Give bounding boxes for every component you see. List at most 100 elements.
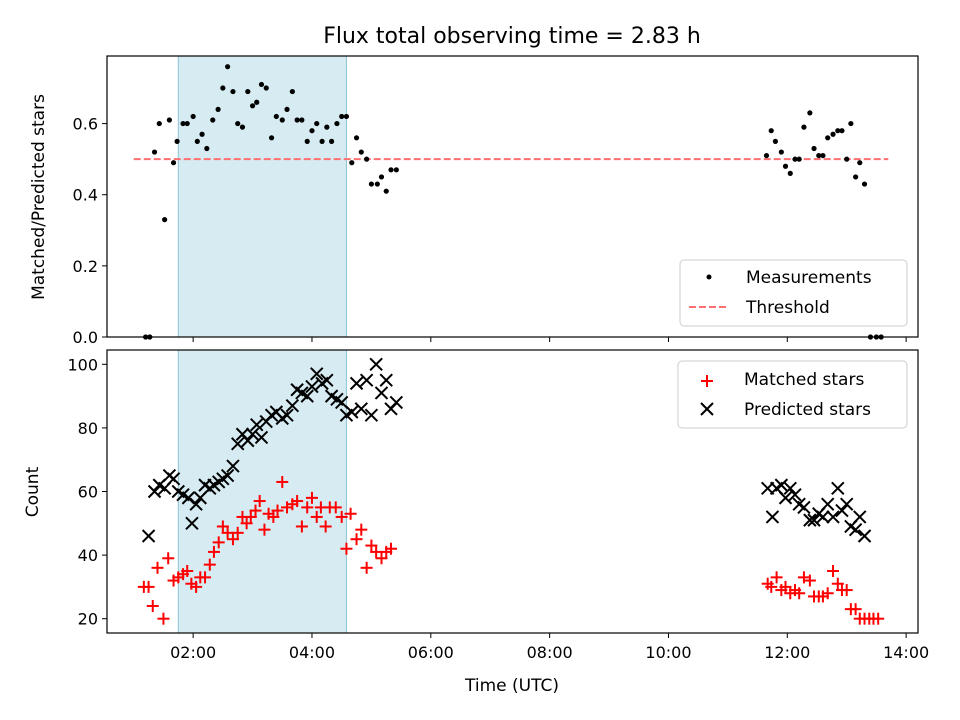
measurement-point xyxy=(258,81,265,88)
matched-point xyxy=(827,564,840,577)
measurement-point xyxy=(245,88,251,95)
predicted-point-b xyxy=(389,395,404,410)
predicted-point-b xyxy=(826,510,840,524)
matched-point xyxy=(360,561,373,574)
predicted-point-b xyxy=(831,481,845,496)
predicted-point-b xyxy=(171,484,186,499)
bottom-y-tick-label: 40 xyxy=(78,546,98,565)
measurement-point xyxy=(393,167,399,173)
measurement-point xyxy=(848,120,854,127)
predicted-point-b xyxy=(853,510,867,524)
matched-point xyxy=(190,580,203,593)
measurement-point xyxy=(263,85,269,91)
measurement-point xyxy=(364,156,370,162)
predicted-point xyxy=(285,398,300,413)
top-plot-frame xyxy=(106,55,919,338)
matched-point xyxy=(142,580,155,593)
legend-predicted-marker xyxy=(700,402,714,416)
bottom-y-tick-label: 20 xyxy=(78,610,98,629)
bottom-x-tick-label: 06:00 xyxy=(408,643,454,662)
bottom-y-tick-label: 100 xyxy=(67,355,98,374)
measurement-point xyxy=(816,152,822,159)
predicted-point xyxy=(300,389,314,403)
predicted-point-b xyxy=(300,389,314,403)
measurement-point xyxy=(235,120,241,127)
matched-point xyxy=(231,526,244,539)
top-legend-box xyxy=(679,259,908,327)
measurement-point xyxy=(204,145,210,152)
predicted-point-b xyxy=(783,481,797,496)
predicted-point xyxy=(839,497,854,511)
measurement-point xyxy=(820,152,826,159)
predicted-point xyxy=(797,500,811,515)
predicted-point xyxy=(783,481,797,496)
measurement-point xyxy=(249,103,256,109)
chart-title: Flux total observing time = 2.83 h xyxy=(323,24,701,49)
predicted-point xyxy=(364,408,379,422)
matched-point xyxy=(821,587,834,600)
bottom-legend-box xyxy=(677,360,908,429)
predicted-point-b xyxy=(254,430,269,445)
measurement-point xyxy=(374,181,380,187)
top-legend: Measurements Threshold xyxy=(679,259,908,327)
bottom-highlight-layer xyxy=(177,349,347,634)
measurement-point xyxy=(215,106,221,112)
predicted-point-b xyxy=(778,491,793,505)
measurement-point xyxy=(324,124,330,130)
measurement-point xyxy=(220,85,226,91)
measurement-point xyxy=(162,217,168,223)
matched-point xyxy=(770,571,783,584)
measurement-point xyxy=(787,170,793,176)
predicted-point-b xyxy=(185,516,199,531)
predicted-point xyxy=(389,395,404,410)
predicted-point-b xyxy=(334,395,349,410)
legend-predicted-label: Predicted stars xyxy=(744,400,871,420)
predicted-point-b xyxy=(181,491,196,505)
predicted-point xyxy=(305,379,319,394)
measurement-point xyxy=(861,181,868,187)
predicted-point-b xyxy=(765,510,780,524)
measurement-point xyxy=(763,152,770,159)
matched-point xyxy=(271,504,284,517)
predicted-point-b xyxy=(835,503,849,518)
predicted-point xyxy=(774,478,789,492)
predicted-point xyxy=(250,418,264,432)
top-y-tick-label: 0.2 xyxy=(73,257,98,276)
measurement-point xyxy=(825,135,831,141)
predicted-point-b xyxy=(354,402,368,416)
measurement-point xyxy=(782,163,789,169)
predicted-point xyxy=(826,510,840,524)
matched-point xyxy=(162,552,175,565)
legend-measurements-label: Measurements xyxy=(746,268,872,288)
predicted-point-b xyxy=(379,373,393,387)
measurement-point xyxy=(230,88,236,95)
predicted-point xyxy=(857,529,872,543)
predicted-point-b xyxy=(176,487,190,502)
predicted-point xyxy=(245,427,260,441)
predicted-point-b xyxy=(241,433,255,448)
measurement-point xyxy=(279,117,285,123)
matched-point xyxy=(340,542,353,555)
predicted-point-b xyxy=(324,389,339,403)
predicted-point-b xyxy=(147,484,162,499)
measurement-point xyxy=(309,128,315,134)
measurement-point xyxy=(180,120,186,127)
measurement-point xyxy=(853,174,859,180)
predicted-point xyxy=(807,513,821,527)
predicted-point xyxy=(189,497,203,511)
predicted-point xyxy=(835,503,849,518)
measurement-point xyxy=(339,113,345,120)
predicted-point xyxy=(765,510,780,524)
predicted-point xyxy=(349,376,364,391)
bottom-x-tick-label: 14:00 xyxy=(883,643,929,662)
matched-point xyxy=(181,564,194,577)
measurement-point xyxy=(174,138,180,144)
measurement-point xyxy=(778,149,784,155)
predicted-point-b xyxy=(820,497,835,511)
x-axis-label: Time (UTC) xyxy=(464,676,559,696)
predicted-point xyxy=(254,430,269,445)
predicted-point xyxy=(320,373,334,387)
predicted-point-b xyxy=(305,379,319,394)
predicted-point-b xyxy=(797,500,811,515)
